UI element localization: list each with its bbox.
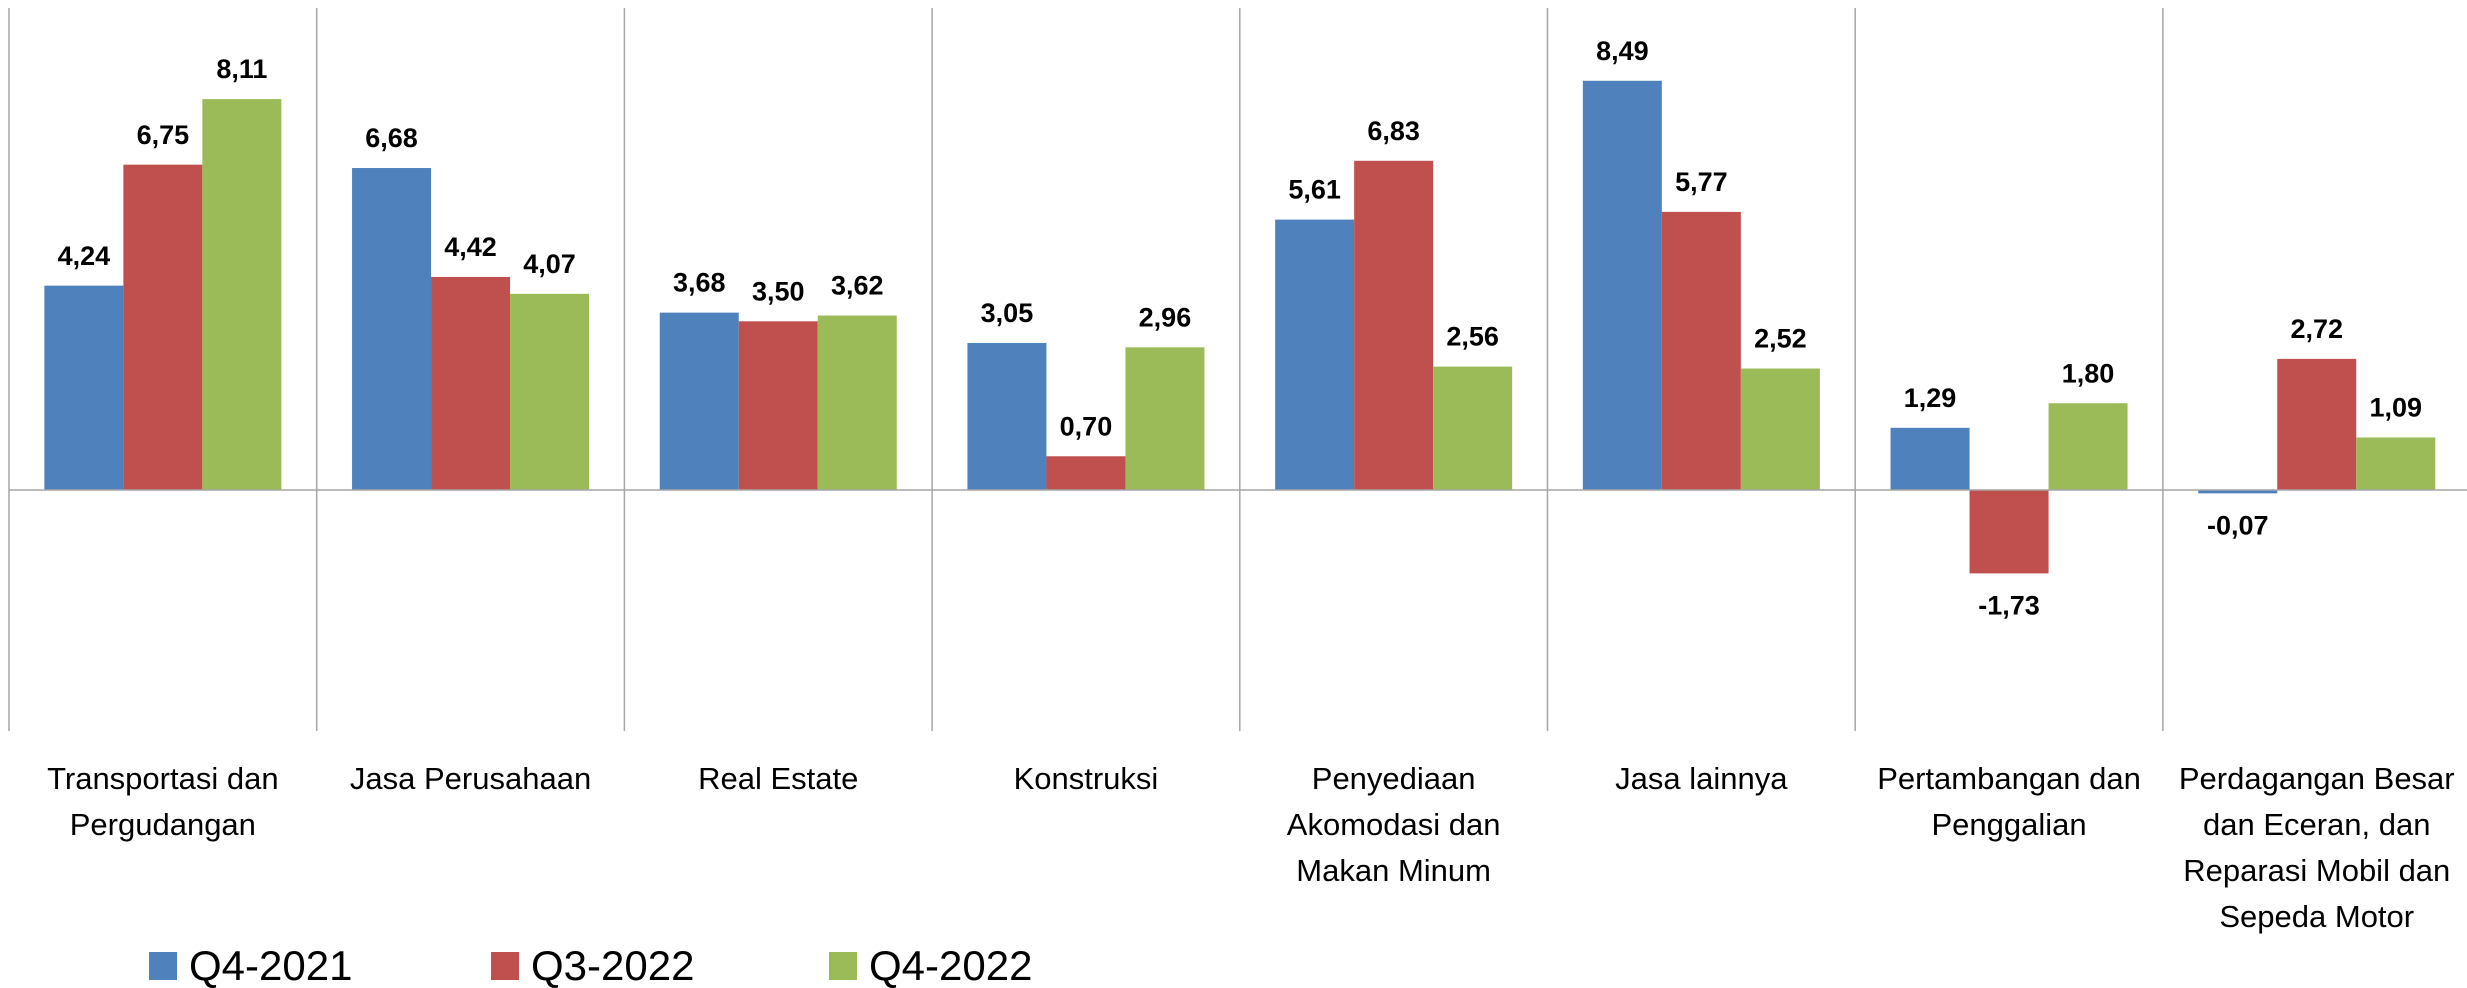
- bar: [1969, 490, 2049, 574]
- bar: [2356, 437, 2436, 490]
- value-label: 2,52: [1754, 324, 1807, 354]
- bar: [967, 342, 1047, 490]
- bar: [817, 315, 897, 490]
- value-label: -1,73: [1978, 591, 2040, 621]
- value-label: 6,75: [137, 120, 190, 150]
- legend-label: Q4-2021: [189, 942, 353, 988]
- value-label: 2,56: [1446, 322, 1499, 352]
- bar: [510, 293, 590, 490]
- bar: [738, 321, 818, 490]
- bar: [1125, 347, 1205, 490]
- legend-label: Q4-2022: [869, 942, 1033, 988]
- value-label: -0,07: [2207, 510, 2269, 540]
- x-tick-label: Perdagangan Besar dan Eceran, dan Repara…: [2178, 761, 2455, 934]
- bar: [1890, 427, 1970, 490]
- value-label: 3,50: [752, 276, 805, 306]
- value-label: 4,42: [444, 232, 497, 262]
- bar: [1433, 366, 1513, 490]
- bar: [352, 168, 432, 491]
- legend-item: Q3-2022: [491, 942, 694, 988]
- value-label: 5,77: [1675, 167, 1728, 197]
- value-label: 5,61: [1288, 175, 1341, 205]
- bar: [44, 285, 124, 490]
- value-label: 1,09: [2369, 393, 2422, 423]
- value-label: 6,68: [365, 123, 418, 153]
- x-tick-label: Penyediaan Akomodasi dan Makan Minum: [1286, 761, 1501, 888]
- bar: [659, 312, 739, 490]
- bar: [202, 99, 282, 491]
- value-label: 3,05: [981, 298, 1034, 328]
- bar: [1582, 80, 1662, 491]
- bar: [123, 164, 203, 490]
- bar: [1354, 160, 1434, 490]
- value-label: 3,62: [831, 271, 884, 301]
- x-tick-label: Konstruksi: [1013, 761, 1159, 796]
- bar: [1661, 211, 1741, 491]
- bar: [1275, 219, 1355, 490]
- x-tick-label: Jasa lainnya: [1615, 761, 1788, 796]
- bar: [2277, 358, 2357, 490]
- bar: [1740, 368, 1820, 490]
- value-label: 3,68: [673, 268, 726, 298]
- bar: [2198, 490, 2278, 494]
- legend-item: Q4-2021: [149, 942, 352, 988]
- legend-label: Q3-2022: [531, 942, 695, 988]
- x-tick-label: Transportasi dan Pergudangan: [47, 761, 279, 842]
- value-label: 1,80: [2062, 358, 2115, 388]
- bar: [1046, 456, 1126, 490]
- value-label: 1,29: [1904, 383, 1957, 413]
- value-label: 2,72: [2290, 314, 2343, 344]
- x-tick-label: Pertambangan dan Penggalian: [1877, 761, 2141, 842]
- value-label: 8,49: [1596, 36, 1649, 66]
- bar: [2048, 403, 2128, 490]
- value-label: 4,24: [58, 241, 111, 271]
- x-tick-label: Real Estate: [698, 761, 859, 796]
- legend-swatch: [829, 952, 857, 980]
- bar: [431, 276, 511, 490]
- legend-swatch: [149, 952, 177, 980]
- legend-item: Q4-2022: [829, 942, 1032, 988]
- value-label: 4,07: [523, 249, 576, 279]
- x-tick-label: Jasa Perusahaan: [349, 761, 592, 796]
- value-label: 6,83: [1367, 116, 1420, 146]
- value-label: 8,11: [216, 54, 267, 84]
- legend-swatch: [491, 952, 519, 980]
- value-label: 2,96: [1139, 302, 1192, 332]
- value-label: 0,70: [1060, 411, 1113, 441]
